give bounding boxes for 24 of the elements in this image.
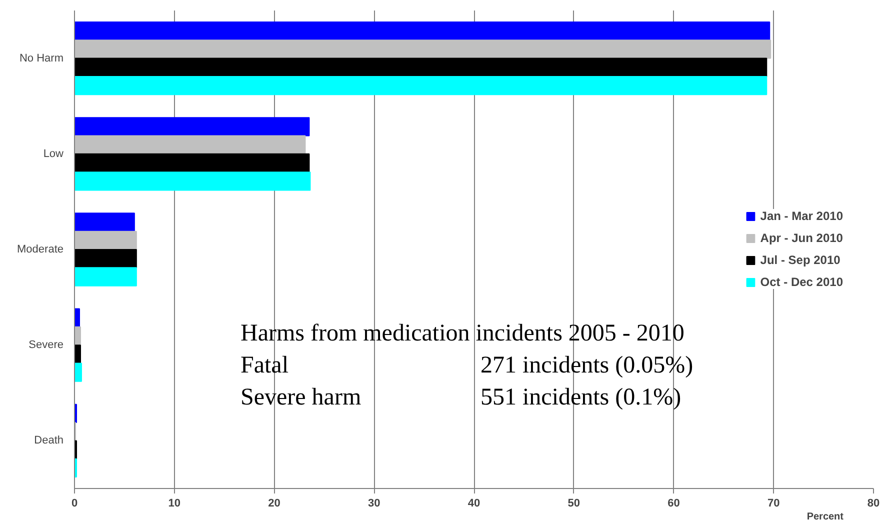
legend-label: Apr - Jun 2010 — [760, 231, 843, 245]
x-tick-label: 50 — [568, 498, 580, 510]
annotation: 271 incidents (0.05%) — [480, 352, 694, 378]
x-tick-label: 0 — [71, 498, 78, 510]
y-tick-label: No Harm — [19, 52, 64, 64]
annotation: Harms from medication incidents 2005 - 2010 — [240, 320, 684, 346]
legend-label: Jan - Mar 2010 — [760, 209, 843, 223]
y-tick-label: Severe — [28, 339, 64, 352]
annotation: 551 incidents (0.1%) — [480, 384, 682, 410]
x-axis-title: Percent — [806, 512, 844, 522]
x-tick-label: 70 — [768, 498, 780, 510]
y-tick-label: Low — [43, 148, 64, 160]
legend-label: Oct - Dec 2010 — [760, 275, 843, 289]
annotation: Severe harm — [240, 384, 362, 410]
x-tick-label: 60 — [668, 498, 680, 510]
y-tick-label: Death — [34, 434, 64, 447]
x-tick-label: 10 — [168, 498, 181, 510]
x-tick-label: 30 — [368, 498, 380, 510]
x-tick-label: 20 — [268, 498, 280, 510]
x-tick-label: 80 — [867, 498, 880, 510]
annotation: Fatal — [240, 352, 289, 378]
y-tick-label: Moderate — [17, 244, 64, 256]
x-tick-label: 40 — [468, 498, 480, 510]
legend-label: Jul - Sep 2010 — [760, 253, 840, 267]
